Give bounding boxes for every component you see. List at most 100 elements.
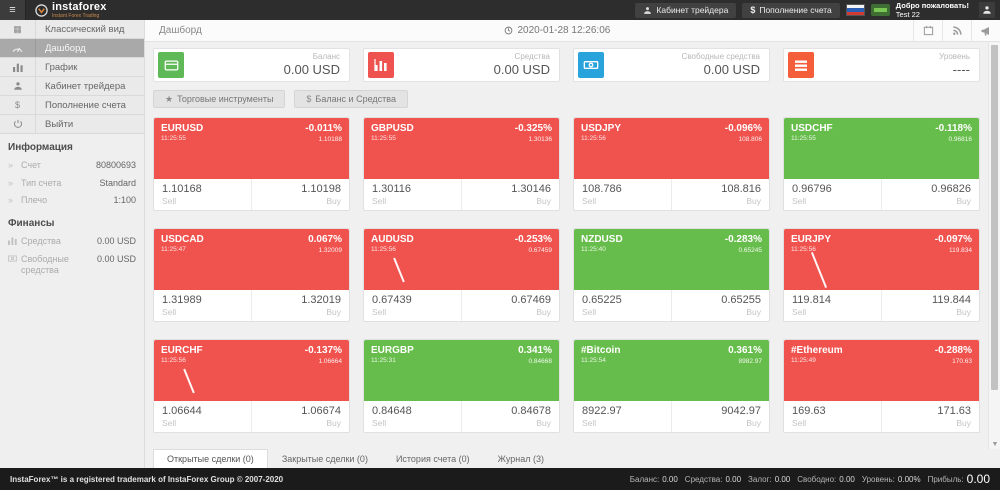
megaphone-icon[interactable] — [971, 20, 1000, 41]
balance-funds-button[interactable]: $ Баланс и Средства — [294, 90, 408, 108]
quote-tile-head[interactable]: EURGBP 11:25:31 0.341% 0.84668 — [364, 340, 559, 401]
sidebar-item-trader-cabinet[interactable]: Кабинет трейдера — [0, 77, 144, 96]
quote-time: 11:25:47 — [161, 246, 186, 253]
quote-tile-head[interactable]: AUDUSD 11:25:56 -0.253% 0.67459 — [364, 229, 559, 290]
tab-journal[interactable]: Журнал (3) — [497, 453, 545, 464]
tab-account-history[interactable]: История счета (0) — [395, 453, 470, 464]
vertical-scrollbar[interactable]: ▼ — [988, 42, 1000, 449]
buy-button[interactable]: 0.67469 Buy — [461, 290, 559, 321]
calendar-icon[interactable] — [913, 20, 942, 41]
deposit-label: Пополнение счета — [759, 5, 832, 15]
symbol-label: EURCHF — [161, 345, 203, 356]
quote-tile-head[interactable]: #Ethereum 11:25:49 -0.288% 170.63 — [784, 340, 979, 401]
buy-button[interactable]: 1.32019 Buy — [251, 290, 349, 321]
last-price: 119.834 — [948, 247, 972, 254]
sell-button[interactable]: 169.63 Sell — [784, 401, 881, 432]
toolbar: ★ Торговые инструменты $ Баланс и Средст… — [153, 90, 980, 108]
russian-flag-icon[interactable] — [845, 4, 865, 16]
sidebar-item-logout[interactable]: Выйти — [0, 115, 144, 134]
sell-button[interactable]: 1.06644 Sell — [154, 401, 251, 432]
sell-button[interactable]: 0.96796 Sell — [784, 179, 881, 210]
symbol-label: USDJPY — [581, 123, 622, 134]
quote-tile-usdchf: USDCHF 11:25:55 -0.118% 0.96816 0.96796 … — [783, 117, 980, 211]
change-percent: -0.325% — [514, 123, 552, 134]
quote-tile-head[interactable]: USDJPY 11:25:56 -0.096% 108.806 — [574, 118, 769, 179]
buy-button[interactable]: 0.84678 Buy — [461, 401, 559, 432]
change-percent: 0.361% — [728, 345, 762, 356]
sell-button[interactable]: 0.65225 Sell — [574, 290, 671, 321]
sell-button[interactable]: 0.67439 Sell — [364, 290, 461, 321]
quote-tile-head[interactable]: USDCHF 11:25:55 -0.118% 0.96816 — [784, 118, 979, 179]
sell-button[interactable]: 119.814 Sell — [784, 290, 881, 321]
sidebar-item-chart[interactable]: График — [0, 58, 144, 77]
quote-tile-head[interactable]: EURUSD 11:25:55 -0.011% 1.10188 — [154, 118, 349, 179]
sell-price: 0.65225 — [582, 293, 622, 306]
buy-label: Buy — [956, 196, 971, 206]
quote-tile-head[interactable]: NZDUSD 11:25:40 -0.283% 0.65245 — [574, 229, 769, 290]
buy-price: 0.84678 — [511, 404, 551, 417]
info-row-account: » Счет 80800693 — [0, 157, 144, 175]
info-value: 80800693 — [95, 160, 136, 170]
info-label: Плечо — [21, 195, 48, 206]
info-row-account-type: » Тип счета Standard — [0, 175, 144, 193]
change-percent: -0.011% — [305, 123, 342, 134]
quote-tile-head[interactable]: EURCHF 11:25:56 -0.137% 1.06664 — [154, 340, 349, 401]
avatar[interactable] — [979, 2, 995, 18]
tab-open-deals[interactable]: Открытые сделки (0) — [153, 449, 268, 468]
buy-button[interactable]: 0.65255 Buy — [671, 290, 769, 321]
buy-label: Buy — [536, 418, 551, 428]
buy-label: Buy — [956, 307, 971, 317]
rss-icon[interactable] — [942, 20, 971, 41]
quote-time: 11:25:31 — [371, 357, 396, 364]
buy-button[interactable]: 1.10198 Buy — [251, 179, 349, 210]
scrollbar-thumb[interactable] — [991, 45, 998, 390]
main-content: Дашборд 2020-01-28 12:26:06 — [145, 20, 1000, 468]
tab-closed-deals[interactable]: Закрытые сделки (0) — [281, 453, 368, 464]
buy-button[interactable]: 1.30146 Buy — [461, 179, 559, 210]
sparkline — [393, 257, 405, 283]
footer-stat-profit: Прибыль: 0.00 — [927, 472, 990, 486]
sidebar-item-classic-view[interactable]: ▦ Классический вид — [0, 20, 144, 39]
sell-label: Sell — [162, 418, 177, 428]
sell-button[interactable]: 0.84648 Sell — [364, 401, 461, 432]
last-price: 1.32009 — [318, 247, 343, 254]
buy-button[interactable]: 9042.97 Buy — [671, 401, 769, 432]
datetime-display: 2020-01-28 12:26:06 — [202, 20, 913, 41]
buy-price: 0.67469 — [511, 293, 551, 306]
buy-button[interactable]: 119.844 Buy — [881, 290, 979, 321]
sell-button[interactable]: 1.31989 Sell — [154, 290, 251, 321]
quote-tile-head[interactable]: GBPUSD 11:25:55 -0.325% 1.30136 — [364, 118, 559, 179]
footer-stat-free: Свободно: 0.00 — [797, 474, 855, 484]
star-icon: ★ — [165, 93, 174, 104]
sell-button[interactable]: 1.10168 Sell — [154, 179, 251, 210]
sidebar-item-dashboard[interactable]: Дашборд — [0, 39, 144, 58]
quote-tile-head[interactable]: USDCAD 11:25:47 0.067% 1.32009 — [154, 229, 349, 290]
person-icon — [644, 6, 652, 14]
finance-row-funds: Средства 0.00 USD — [0, 233, 144, 251]
buy-button[interactable]: 171.63 Buy — [881, 401, 979, 432]
sell-price: 0.84648 — [372, 404, 412, 417]
hamburger-menu-icon[interactable]: ≡ — [0, 0, 26, 20]
change-percent: -0.096% — [724, 123, 762, 134]
deposit-button[interactable]: $ Пополнение счета — [742, 2, 840, 18]
last-price: 1.06664 — [318, 358, 343, 365]
trading-instruments-button[interactable]: ★ Торговые инструменты — [153, 90, 286, 108]
sell-button[interactable]: 8922.97 Sell — [574, 401, 671, 432]
trader-cabinet-button[interactable]: Кабинет трейдера — [635, 2, 737, 18]
buy-button[interactable]: 0.96826 Buy — [881, 179, 979, 210]
scrollbar-down-arrow-icon[interactable]: ▼ — [991, 441, 999, 448]
sell-button[interactable]: 1.30116 Sell — [364, 179, 461, 210]
sidebar-item-deposit[interactable]: $ Пополнение счета — [0, 96, 144, 115]
level-card: Уровень ---- — [783, 48, 980, 82]
footer-stat-margin: Залог: 0.00 — [748, 474, 791, 484]
payment-card-icon[interactable] — [870, 4, 890, 16]
quote-tile-head[interactable]: #Bitcoin 11:25:54 0.361% 8982.97 — [574, 340, 769, 401]
sparkline — [183, 368, 195, 394]
mini-chart-icon — [8, 236, 21, 246]
sidebar-item-label: Кабинет трейдера — [45, 80, 126, 92]
quote-tile-head[interactable]: EURJPY 11:25:56 -0.097% 119.834 — [784, 229, 979, 290]
logo-tagline: Instant Forex Trading — [52, 12, 100, 19]
sell-button[interactable]: 108.786 Sell — [574, 179, 671, 210]
buy-button[interactable]: 1.06674 Buy — [251, 401, 349, 432]
buy-button[interactable]: 108.816 Buy — [671, 179, 769, 210]
